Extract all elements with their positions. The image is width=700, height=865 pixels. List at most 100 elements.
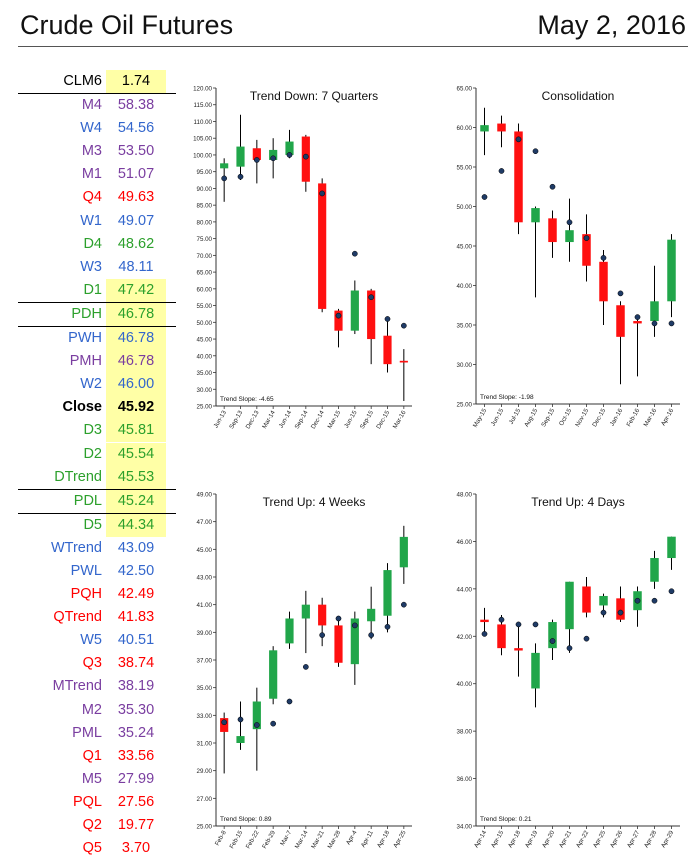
x-tick-label: Apr-28 — [643, 829, 659, 849]
level-label: M3 — [81, 143, 102, 160]
level-value: 45.24 — [106, 489, 166, 513]
candle-body — [252, 148, 261, 160]
level-row: M4 58.38 — [18, 93, 176, 117]
level-row: M2 35.30 — [18, 699, 176, 722]
trend-dot — [617, 290, 624, 297]
level-value: 35.24 — [117, 724, 155, 741]
trend-dot — [335, 615, 342, 622]
candle-body — [252, 701, 261, 730]
level-row: D5 44.34 — [18, 513, 176, 537]
candle-body — [367, 608, 376, 622]
y-tick-label: 38.00 — [457, 729, 473, 736]
trend-dot — [237, 716, 244, 723]
x-tick-label: Apr-14 — [473, 829, 489, 849]
level-label: MTrend — [52, 678, 102, 695]
trend-dot — [335, 312, 342, 319]
level-label: W1 — [80, 212, 102, 229]
x-tick-label: May-15 — [472, 407, 489, 429]
level-label: PMH — [69, 353, 102, 370]
x-tick-label: Apr-18 — [507, 829, 523, 849]
trend-dot — [253, 722, 260, 728]
level-row: Q3 38.74 — [18, 652, 176, 675]
candle-body — [480, 125, 489, 132]
x-tick-label: Apr-22 — [575, 829, 591, 849]
level-label: Q2 — [82, 817, 102, 833]
trend-slope-label: Trend Slope: 0.89 — [220, 816, 272, 823]
level-label: PML — [72, 724, 102, 741]
level-label: W2 — [80, 376, 102, 393]
level-row: M5 27.99 — [18, 768, 176, 791]
candle-body — [565, 581, 574, 630]
x-tick-label: Dec-15 — [591, 407, 607, 428]
level-row: D2 45.54 — [18, 442, 176, 466]
level-value: 45.92 — [106, 396, 166, 420]
level-value: 38.74 — [117, 655, 155, 672]
y-tick-label: 95.00 — [197, 169, 213, 176]
level-value: 27.99 — [117, 770, 155, 787]
trend-slope-label: Trend Slope: 0.21 — [480, 816, 532, 823]
trend-dot — [566, 645, 573, 651]
level-label: Q4 — [82, 189, 102, 206]
candle-body — [236, 146, 245, 167]
trend-dot — [515, 621, 522, 628]
y-tick-label: 48.00 — [457, 492, 473, 499]
x-tick-label: Mar-14 — [294, 829, 310, 850]
trend-slope-label: Trend Slope: -1.98 — [480, 394, 534, 401]
level-row: W4 54.56 — [18, 117, 176, 140]
trend-dot — [617, 609, 624, 616]
x-tick-label: Sep-13 — [228, 409, 244, 430]
level-value: 54.56 — [117, 120, 155, 137]
trend-dot — [286, 152, 293, 158]
candle-body — [399, 536, 408, 568]
level-row: Q4 49.63 — [18, 186, 176, 209]
candle-body — [497, 624, 506, 649]
trend-dot — [368, 294, 375, 301]
y-tick-label: 42.00 — [457, 634, 473, 641]
candle-body — [616, 305, 625, 337]
trend-dot — [532, 621, 539, 628]
level-label: PQL — [72, 793, 102, 810]
candle-body — [318, 604, 327, 626]
trend-dot — [498, 168, 505, 174]
level-label: D1 — [83, 281, 102, 298]
level-label: WTrend — [50, 539, 102, 556]
level-label: CLM6 — [63, 73, 102, 89]
x-tick-label: Mar-21 — [310, 829, 326, 850]
y-tick-label: 44.00 — [457, 586, 473, 593]
level-row: W2 46.00 — [18, 373, 176, 397]
y-tick-label: 65.00 — [457, 86, 473, 93]
x-tick-label: Feb-8 — [214, 829, 228, 847]
header-divider — [18, 46, 688, 47]
x-tick-label: Jun-13 — [212, 409, 228, 429]
candle-body — [548, 622, 557, 649]
level-value: 47.42 — [106, 278, 166, 302]
x-tick-label: Jun-15 — [490, 407, 506, 427]
x-tick-label: Mar-14 — [261, 409, 277, 430]
y-tick-label: 55.00 — [457, 165, 473, 172]
x-tick-label: Mar-7 — [279, 829, 293, 847]
trend-dot — [237, 173, 244, 180]
levels-table: CLM6 1.74 M4 58.38 W4 54.56 M3 53.50 M1 51.07 Q4 49… — [18, 70, 176, 860]
y-tick-label: 36.00 — [457, 776, 473, 783]
trend-dot — [302, 153, 309, 160]
level-label: Q5 — [82, 840, 102, 857]
level-value: 45.53 — [106, 465, 166, 489]
level-label: PWL — [70, 562, 102, 579]
x-tick-label: Jun-15 — [343, 409, 359, 429]
trend-dot — [400, 601, 407, 608]
level-row: PMH 46.78 — [18, 350, 176, 374]
candle-body — [334, 310, 343, 331]
chart-consolidation: 25.00 30.00 35.00 40.00 45.00 50.00 55.00 60.00… — [457, 86, 680, 429]
level-label: PWH — [68, 330, 102, 347]
y-tick-label: 100.00 — [193, 152, 212, 159]
candle-body — [599, 261, 608, 302]
x-tick-label: Sep-15 — [359, 409, 375, 430]
level-label: Q3 — [82, 655, 102, 672]
x-tick-label: Apr-15 — [490, 829, 506, 849]
trend-dot — [583, 635, 590, 642]
x-tick-label: Feb-15 — [228, 829, 244, 850]
trend-dot — [600, 255, 607, 261]
trend-dot — [270, 720, 277, 727]
level-row: PML 35.24 — [18, 722, 176, 745]
trend-dot — [498, 616, 505, 623]
